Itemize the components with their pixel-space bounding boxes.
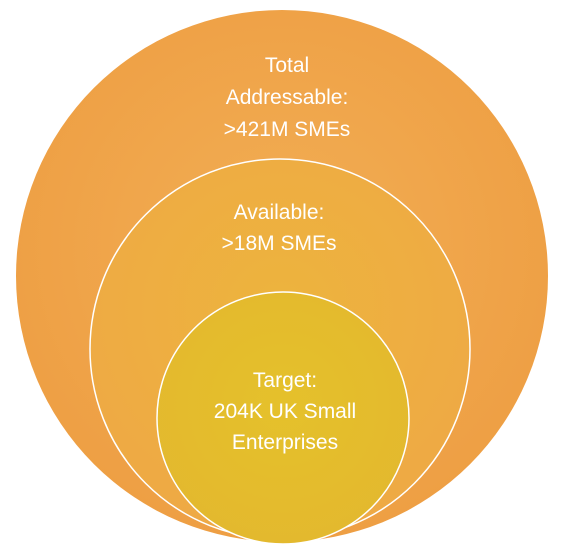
target-label-line-3: Enterprises (232, 431, 338, 454)
available-label-line-2: >18M SMEs (222, 232, 337, 255)
total-addressable-label-line-2: Addressable: (226, 86, 349, 109)
target-label-line-1: Target: (253, 369, 317, 392)
total-addressable-label-line-1: Total (265, 54, 309, 77)
target-label-line-2: 204K UK Small (214, 400, 356, 423)
total-addressable-label-line-3: >421M SMEs (224, 118, 351, 141)
target-group: Target: 204K UK Small Enterprises (156, 291, 410, 545)
target-circle (156, 291, 410, 545)
available-label-line-1: Available: (234, 201, 325, 224)
